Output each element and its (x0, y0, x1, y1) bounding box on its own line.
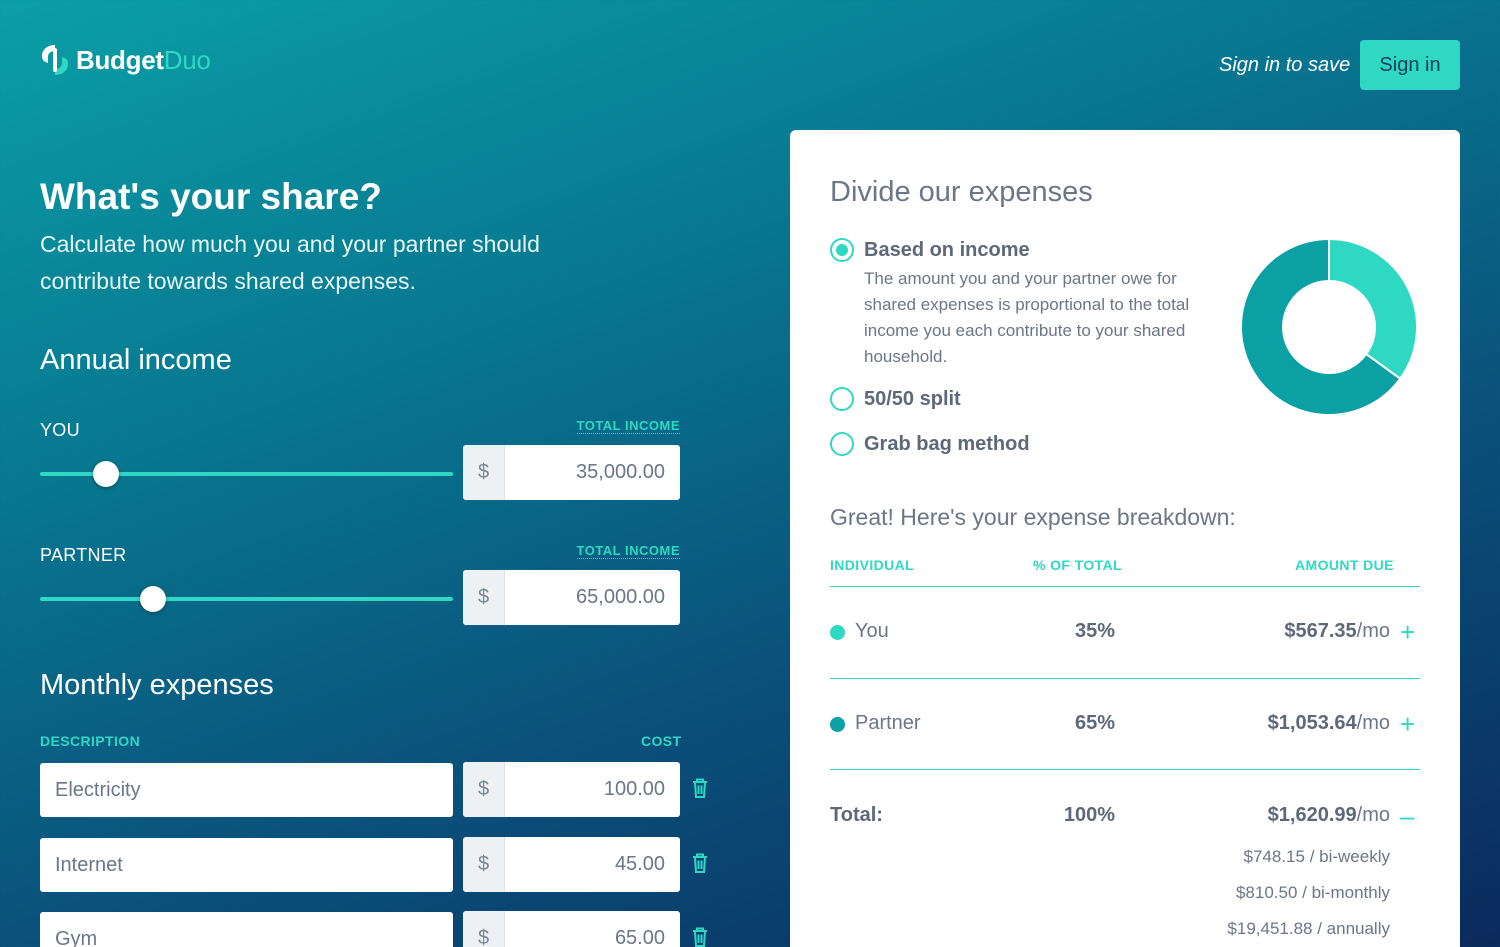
amount-period: /mo (1356, 804, 1390, 826)
total-bi-weekly: $748.15 / bi-weekly (1243, 847, 1390, 866)
page-subtitle: Calculate how much you and your partner … (40, 231, 540, 294)
total-percent: 100% (1063, 804, 1115, 826)
divider (830, 586, 1420, 587)
individual-column-header: INDIVIDUAL (830, 557, 915, 573)
partner-total-income-link[interactable]: TOTAL INCOME (576, 543, 680, 559)
you-total-income-link[interactable]: TOTAL INCOME (576, 418, 680, 434)
divider (830, 769, 1420, 770)
currency-prefix: $ (463, 445, 505, 500)
page-title: What's your share? (40, 176, 382, 217)
expense-cost-field[interactable]: $ 100.00 (463, 762, 680, 817)
sign-in-hint: Sign in to save (1219, 54, 1351, 76)
row-percent: 65% (1074, 712, 1115, 734)
description-column-label: DESCRIPTION (40, 733, 141, 749)
row-amount: $1,053.64/mo (1268, 712, 1390, 735)
breakdown-title: Great! Here's your expense breakdown: (830, 504, 1236, 530)
expense-description-input[interactable]: Gym (40, 912, 453, 947)
amount-value: $567.35 (1284, 620, 1357, 642)
expense-cost-value[interactable]: 100.00 (603, 778, 665, 800)
option-grab-bag[interactable]: Grab bag method (830, 432, 1030, 456)
total-label: Total: (830, 804, 883, 826)
you-color-dot (830, 625, 845, 640)
option-description: The amount you and your partner owe for … (864, 269, 1190, 366)
option-label: 50/50 split (864, 388, 961, 410)
total-amount: $1,620.99/mo (1268, 804, 1390, 827)
currency-prefix: $ (463, 762, 505, 817)
trash-icon[interactable] (690, 777, 710, 799)
divide-expenses-card: Divide our expenses Based on income The … (790, 130, 1460, 947)
percent-column-header: % OF TOTAL (1033, 557, 1123, 573)
radio-button[interactable] (830, 432, 854, 456)
logo-icon (42, 45, 68, 75)
radio-button-checked[interactable] (830, 238, 854, 262)
partner-income-slider[interactable] (40, 586, 453, 612)
you-income-field[interactable]: $ 35,000.00 (463, 445, 680, 500)
expand-icon[interactable]: + (1400, 617, 1416, 647)
annual-income-title: Annual income (40, 344, 232, 376)
amount-value: $1,053.64 (1267, 712, 1357, 734)
currency-prefix: $ (463, 837, 505, 892)
expense-cost-field[interactable]: $ 65.00 (463, 911, 680, 947)
option-label: Based on income (864, 239, 1030, 261)
expense-description-input[interactable]: Electricity (40, 763, 453, 817)
partner-label: PARTNER (40, 545, 127, 565)
partner-income-value[interactable]: 65,000.00 (576, 586, 665, 608)
donut-slice-you (1328, 237, 1418, 381)
currency-prefix: $ (463, 570, 505, 625)
sign-in-button[interactable]: Sign in (1360, 40, 1460, 90)
total-bi-monthly: $810.50 / bi-monthly (1235, 883, 1390, 902)
collapse-icon[interactable]: – (1400, 801, 1415, 831)
logo-text-budget: Budget (76, 44, 164, 75)
partner-income-field[interactable]: $ 65,000.00 (463, 570, 680, 625)
row-name: Partner (855, 712, 921, 734)
amount-period: /mo (1356, 620, 1390, 642)
row-amount: $567.35/mo (1284, 620, 1390, 643)
expense-description-input[interactable]: Internet (40, 838, 453, 892)
cost-column-label: COST (641, 733, 682, 749)
expense-cost-field[interactable]: $ 45.00 (463, 837, 680, 892)
option-50-50-split[interactable]: 50/50 split (830, 387, 961, 411)
you-income-slider[interactable] (40, 461, 453, 487)
row-percent: 35% (1074, 620, 1115, 642)
monthly-expenses-title: Monthly expenses (40, 669, 274, 701)
row-name: You (855, 620, 889, 642)
divider (830, 678, 1420, 679)
card-title: Divide our expenses (830, 176, 1093, 208)
you-income-value[interactable]: 35,000.00 (576, 461, 665, 483)
total-annually: $19,451.88 / annually (1227, 919, 1390, 938)
currency-prefix: $ (463, 911, 505, 947)
amount-value: $1,620.99 (1267, 804, 1357, 826)
option-based-on-income[interactable]: Based on income (830, 238, 1030, 262)
donut-slice-partner (1240, 237, 1402, 416)
amount-column-header: AMOUNT DUE (1295, 557, 1394, 573)
logo-text-duo: Duo (163, 44, 211, 75)
income-share-donut-chart (1240, 237, 1418, 416)
expand-icon[interactable]: + (1400, 709, 1416, 739)
trash-icon[interactable] (690, 926, 710, 947)
radio-button[interactable] (830, 387, 854, 411)
you-slider-handle[interactable] (93, 461, 120, 487)
partner-color-dot (830, 717, 845, 732)
option-label: Grab bag method (864, 433, 1030, 455)
partner-slider-handle[interactable] (140, 586, 167, 612)
logo[interactable]: BudgetDuo (40, 44, 211, 76)
expense-cost-value[interactable]: 65.00 (614, 927, 665, 947)
amount-period: /mo (1356, 712, 1390, 734)
trash-icon[interactable] (690, 852, 710, 874)
you-label: YOU (40, 420, 80, 440)
expense-cost-value[interactable]: 45.00 (614, 853, 665, 875)
